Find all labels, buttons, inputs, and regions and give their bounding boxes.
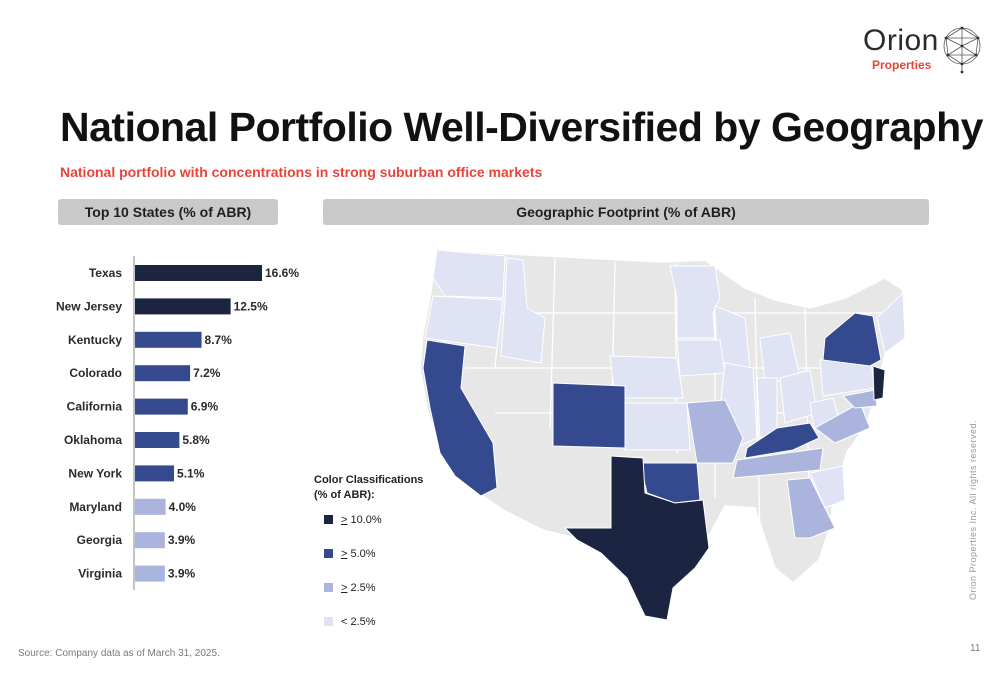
bar-georgia <box>135 532 165 549</box>
color-legend: Color Classifications (% of ABR): > 10.0… <box>314 473 434 628</box>
legend-item-tier2: > 5.0% <box>324 548 376 560</box>
page-subtitle: National portfolio with concentrations i… <box>60 164 543 180</box>
bar-kentucky <box>135 331 202 348</box>
state-idaho <box>500 257 546 364</box>
bar-chart-header: Top 10 States (% of ABR) <box>58 199 278 225</box>
source-note: Source: Company data as of March 31, 202… <box>18 648 220 659</box>
state-california <box>422 339 498 497</box>
state-tennessee <box>732 447 824 479</box>
us-footprint-map <box>419 249 906 620</box>
state-new-york <box>822 312 882 367</box>
state-new-jersey <box>872 365 886 401</box>
legend-label: 5.0% <box>347 548 376 560</box>
state-virginia <box>814 402 871 444</box>
state-new-england <box>876 291 906 354</box>
bar-category-label: Kentucky <box>68 333 122 347</box>
bar-category-label: New Jersey <box>56 299 122 313</box>
bar-value-label: 6.9% <box>191 400 219 414</box>
bar-category-label: Texas <box>89 266 122 280</box>
legend-label: 10.0% <box>347 514 382 526</box>
bar-value-label: 12.5% <box>234 299 268 313</box>
bar-value-label: 3.9% <box>168 533 196 547</box>
page-title: National Portfolio Well-Diversified by G… <box>60 104 983 150</box>
bar-colorado <box>135 365 191 382</box>
bar-new-york <box>135 465 175 482</box>
state-iowa <box>676 339 726 377</box>
bar-category-label: New York <box>68 466 122 480</box>
legend-label: 2.5% <box>347 582 376 594</box>
state-georgia <box>786 477 836 539</box>
bar-category-label: Colorado <box>69 366 122 380</box>
legend-item-tier4: < 2.5% <box>324 616 376 628</box>
logo-subtext: Properties <box>872 58 932 72</box>
top-states-bar-chart: Texas 16.6% New Jersey 12.5% Kentucky 8.7% Col… <box>56 256 299 590</box>
bar-maryland <box>135 498 166 515</box>
geodesic-sphere-icon <box>943 26 981 74</box>
legend-title-line1: Color Classifications <box>314 474 424 486</box>
bar-value-label: 16.6% <box>265 266 299 280</box>
legend-swatch <box>324 582 333 592</box>
state-kentucky <box>744 422 820 459</box>
bar-value-label: 8.7% <box>205 333 233 347</box>
bar-category-label: Virginia <box>78 567 122 581</box>
bar-value-label: 7.2% <box>193 366 221 380</box>
company-logo: Orion Properties <box>855 18 985 80</box>
legend-item-tier1: > 10.0% <box>324 514 382 526</box>
bar-category-label: Maryland <box>69 500 122 514</box>
bar-oklahoma <box>135 432 180 448</box>
state-oregon <box>424 295 504 349</box>
legend-swatch <box>324 548 333 558</box>
page-number: 11 <box>970 643 981 654</box>
rights-notice: Orion Properties Inc. All rights reserve… <box>968 419 978 600</box>
state-texas <box>563 455 710 620</box>
legend-prefix: > <box>341 548 348 560</box>
legend-prefix: > <box>341 514 348 526</box>
bar-value-label: 4.0% <box>169 500 197 514</box>
legend-prefix: > <box>341 582 348 594</box>
state-washington <box>432 249 506 299</box>
bar-virginia <box>135 565 165 582</box>
state-maryland <box>841 389 878 409</box>
logo-wordmark: Orion <box>863 24 939 57</box>
bar-category-label: Georgia <box>77 533 123 547</box>
state-minnesota <box>669 265 721 339</box>
bar-california <box>135 398 188 415</box>
state-colorado <box>552 382 626 449</box>
legend-label: < 2.5% <box>341 616 376 628</box>
state-indiana <box>756 377 778 439</box>
bar-value-label: 5.1% <box>177 466 205 480</box>
legend-swatch <box>324 514 333 524</box>
bar-value-label: 5.8% <box>182 433 210 447</box>
legend-swatch <box>324 616 333 626</box>
bar-new-jersey <box>135 298 231 315</box>
state-south-carolina <box>809 465 846 509</box>
map-header: Geographic Footprint (% of ABR) <box>323 199 929 225</box>
bar-category-label: Oklahoma <box>64 433 122 447</box>
legend-item-tier3: > 2.5% <box>324 582 376 594</box>
bar-category-label: California <box>67 400 123 414</box>
state-missouri <box>686 399 744 464</box>
state-ohio <box>779 369 818 424</box>
bar-texas <box>135 265 262 281</box>
legend-title-line2: (% of ABR): <box>314 489 375 501</box>
state-nebraska <box>609 355 684 399</box>
bar-value-label: 3.9% <box>168 567 196 581</box>
state-kansas <box>622 402 691 451</box>
